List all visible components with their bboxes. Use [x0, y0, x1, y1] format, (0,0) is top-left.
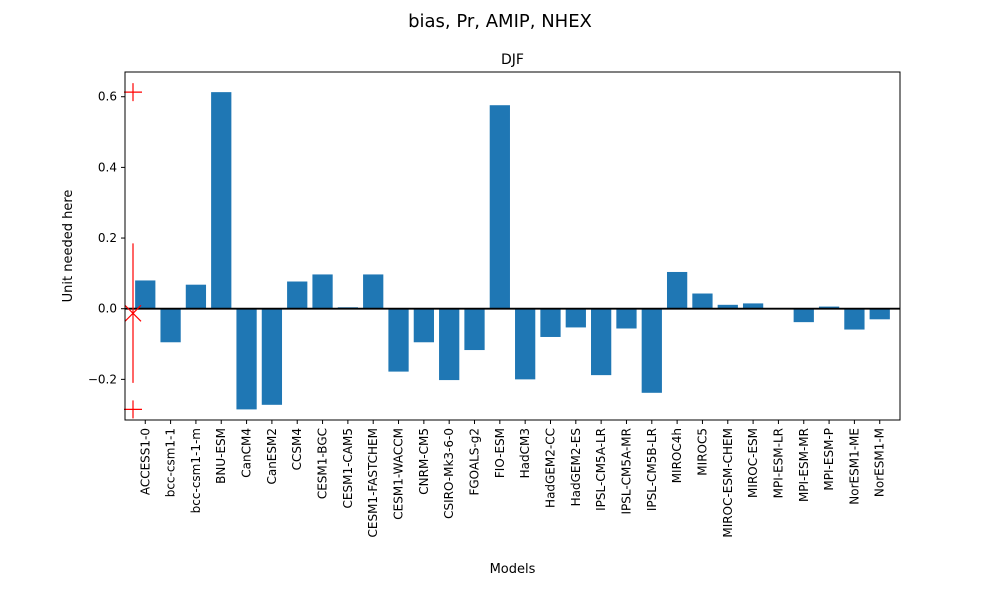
bar: [591, 308, 612, 376]
bar: [844, 308, 865, 330]
bar: [818, 306, 840, 309]
bars-layer: [125, 92, 900, 410]
bar: [287, 281, 308, 309]
bar: [793, 308, 814, 323]
x-tick-label: IPSL-CM5A-LR: [594, 428, 608, 511]
x-tick-label: MIROC5: [695, 428, 709, 476]
bar: [489, 105, 510, 309]
y-tick-label: 0.0: [98, 302, 117, 316]
x-tick-label: MIROC-ESM-CHEM: [721, 428, 735, 538]
x-tick-label: CanCM4: [240, 428, 254, 478]
summary-marker: [124, 83, 142, 419]
bar: [540, 308, 561, 337]
bar: [641, 308, 662, 393]
x-tick-label: MPI-ESM-LR: [771, 428, 785, 498]
bar: [135, 280, 156, 309]
bar: [261, 308, 283, 405]
bar: [363, 274, 384, 309]
x-tick-label: CESM1-CAM5: [341, 428, 355, 508]
bar: [515, 308, 536, 380]
x-tick-label: MIROC-ESM: [746, 428, 760, 498]
x-tick-label: bcc-csm1-1: [164, 428, 178, 497]
bar: [211, 92, 232, 309]
figure-suptitle: bias, Pr, AMIP, NHEX: [408, 11, 592, 32]
x-tick-label: HadCM3: [518, 428, 532, 478]
bar: [717, 304, 738, 309]
x-axis-label: Models: [490, 562, 536, 577]
bar: [565, 308, 586, 328]
x-tick-label: BNU-ESM: [214, 428, 228, 484]
x-tick-label: CCSM4: [290, 428, 304, 470]
bar: [464, 308, 485, 351]
y-tick-label: 0.6: [98, 90, 117, 104]
plot-frame: [124, 71, 901, 421]
x-tick-label: CESM1-FASTCHEM: [366, 428, 380, 538]
x-tick-label: IPSL-CM5B-LR: [645, 428, 659, 511]
x-tick-label: CSIRO-Mk3-6-0: [442, 428, 456, 519]
bar: [692, 293, 713, 309]
x-tick-label: ACCESS1-0: [138, 428, 152, 495]
y-axis-label: Unit needed here: [61, 190, 76, 303]
x-tick-label: NorESM1-ME: [847, 428, 861, 505]
bar: [742, 303, 764, 309]
bar: [616, 308, 637, 329]
x-tick-label: NorESM1-M: [873, 428, 887, 497]
x-tick-label: HadGEM2-CC: [543, 428, 557, 508]
bar: [413, 308, 434, 343]
x-tick-label: IPSL-CM5A-MR: [619, 428, 633, 515]
x-tick-label: CanESM2: [265, 428, 279, 485]
x-tick-label: FIO-ESM: [493, 428, 507, 478]
x-tick-label: CESM1-WACCM: [392, 428, 406, 520]
x-tick-label: MIROC4h: [670, 428, 684, 483]
axis-ticks: −0.2 0.0 0.2 0.4 0.6 ACCESS1-0 bcc-csm1-1 bcc-c…: [88, 90, 887, 538]
bar: [666, 271, 688, 309]
marker-mean-x: [124, 304, 142, 322]
bar: [236, 308, 257, 410]
y-tick-label: 0.2: [98, 231, 117, 245]
chart-title: DJF: [501, 52, 524, 68]
bar: [160, 308, 181, 343]
x-tick-label: FGOALS-g2: [468, 428, 482, 496]
bar: [312, 274, 333, 309]
x-tick-label: MPI-ESM-MR: [797, 428, 811, 502]
x-tick-label: MPI-ESM-P: [822, 428, 836, 491]
bar: [439, 308, 460, 381]
bar: [388, 308, 409, 372]
y-tick-label: 0.4: [98, 160, 117, 174]
bar: [185, 284, 207, 309]
x-tick-label: bcc-csm1-1-m: [189, 428, 203, 513]
y-tick-label: −0.2: [88, 372, 117, 386]
bar: [869, 308, 890, 320]
x-tick-label: CESM1-BGC: [316, 428, 330, 499]
x-tick-label: CNRM-CM5: [417, 428, 431, 495]
x-tick-label: HadGEM2-ES: [569, 428, 583, 506]
